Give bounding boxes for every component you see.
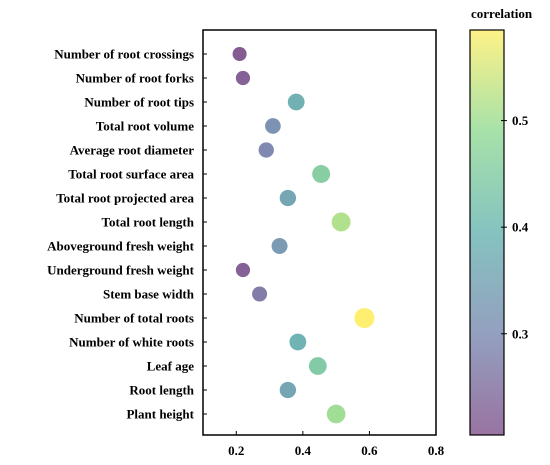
y-tick-label: Root length: [129, 383, 194, 398]
y-tick-label: Number of root tips: [84, 95, 194, 110]
data-point: [279, 189, 297, 207]
y-tick-label: Total root surface area: [68, 167, 194, 182]
data-point: [326, 404, 346, 424]
y-tick-label: Number of total roots: [74, 311, 194, 326]
data-point: [289, 333, 307, 351]
data-point: [235, 262, 251, 278]
y-tick-label: Aboveground fresh weight: [47, 239, 195, 254]
colorbar-gradient: [470, 30, 504, 435]
data-point: [308, 357, 327, 375]
data-point: [354, 308, 375, 328]
y-tick-label: Plant height: [126, 407, 194, 422]
x-axis: 0.2 0.4 0.6 0.8: [228, 431, 445, 458]
x-tick-label: 0.4: [295, 443, 312, 458]
data-point: [265, 118, 281, 134]
y-tick-label: Underground fresh weight: [47, 263, 195, 278]
data-points: [232, 46, 375, 424]
colorbar-title: correlation: [471, 6, 533, 21]
colorbar-tick-label: 0.5: [512, 113, 529, 128]
y-tick-label: Total root length: [102, 215, 195, 230]
colorbar-tick-label: 0.3: [512, 326, 529, 341]
data-point: [271, 238, 288, 254]
x-tick-label: 0.8: [428, 443, 445, 458]
colorbar-frame: [469, 29, 505, 436]
x-tick-label: 0.6: [361, 443, 378, 458]
data-point: [235, 70, 251, 86]
y-tick-label: Stem base width: [103, 287, 195, 302]
y-axis-labels: Number of root crossings Number of root f…: [47, 47, 195, 422]
y-tick-label: Average root diameter: [70, 143, 195, 158]
y-tick-label: Total root volume: [96, 119, 194, 134]
y-tick-label: Number of root forks: [76, 71, 194, 86]
colorbar: correlation 0.3 0.4 0.5: [469, 6, 533, 436]
data-point: [312, 165, 331, 183]
colorbar-tick-label: 0.4: [512, 220, 529, 235]
y-tick-label: Leaf age: [147, 359, 195, 374]
data-point: [331, 212, 351, 232]
y-tick-label: Number of white roots: [69, 335, 194, 350]
x-tick-label: 0.2: [228, 443, 244, 458]
data-point: [258, 142, 274, 158]
data-point: [252, 286, 268, 302]
y-tick-label: Number of root crossings: [54, 47, 194, 62]
y-axis-ticks: [203, 53, 207, 415]
data-point: [287, 93, 305, 111]
y-tick-label: Total root projected area: [56, 191, 194, 206]
data-point: [279, 381, 297, 399]
data-point: [232, 46, 247, 62]
